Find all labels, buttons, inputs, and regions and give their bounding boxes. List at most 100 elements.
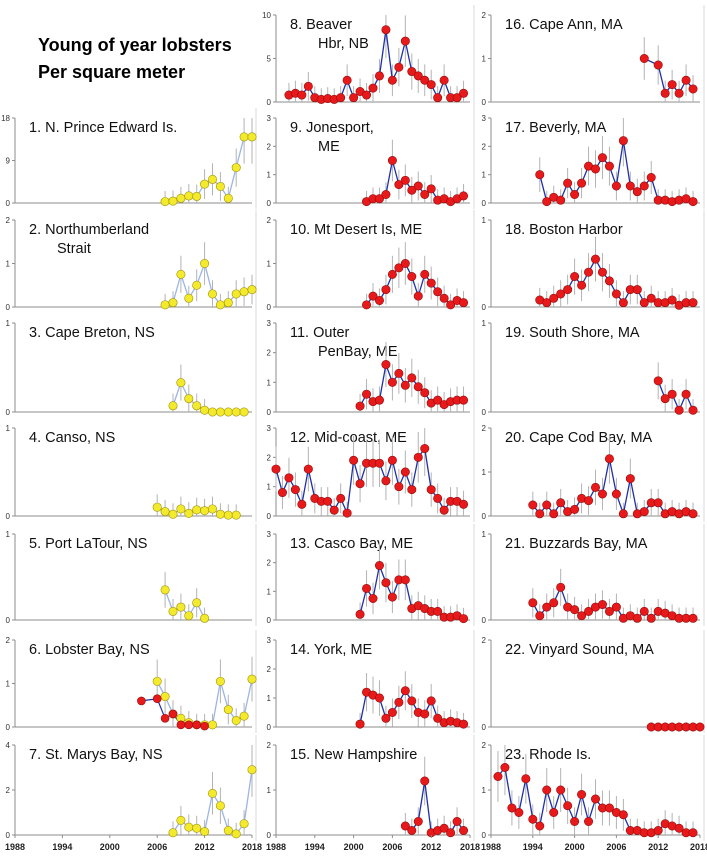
- panel-16-point: [688, 84, 698, 94]
- x-tick-label: 2000: [100, 842, 120, 852]
- panel-10-point: [368, 291, 378, 301]
- panel-9-point: [413, 181, 423, 191]
- panel-20-point: [535, 509, 545, 519]
- x-tick-label: 2006: [382, 842, 402, 852]
- panel-18-point: [570, 272, 580, 282]
- panel-5-point: [160, 585, 170, 595]
- panel-9-point: [407, 185, 417, 195]
- panel-13-y-tick-label: 0: [267, 616, 272, 625]
- panel-12-point: [420, 444, 430, 454]
- panel-12-point: [303, 464, 313, 474]
- panel-11-y-tick-label: 2: [267, 349, 272, 358]
- panel-23-point: [500, 762, 510, 772]
- panel-6-point: [231, 715, 241, 725]
- panel-6-red-point: [200, 721, 209, 731]
- panel-8-point: [413, 71, 423, 81]
- panel-3-point: [239, 407, 249, 417]
- panel-3-point: [231, 407, 241, 417]
- panel-6-point: [215, 676, 225, 686]
- panel-17-point: [556, 195, 566, 205]
- panel-11-point: [355, 401, 365, 411]
- panel-21-point: [542, 602, 552, 612]
- panel-10-point: [446, 300, 456, 310]
- panel-6-point: [208, 720, 218, 730]
- panel-17-y-tick-label: 3: [482, 114, 487, 123]
- panel-17-point: [611, 181, 621, 191]
- panel-15-point: [459, 825, 469, 835]
- panel-11-point: [381, 360, 391, 370]
- panel-14-point: [433, 713, 443, 723]
- panel-3-y-tick-label: 1: [6, 319, 11, 328]
- panel-20-y-tick-label: 2: [482, 424, 487, 433]
- panel-6-y-tick-label: 1: [6, 680, 11, 689]
- panel-9-y-tick-label: 2: [267, 142, 272, 151]
- panel-4-y-tick-label: 0: [6, 512, 11, 521]
- panel-18-y-tick-label: 1: [482, 216, 487, 225]
- panel-8-point: [459, 88, 469, 98]
- panel-20-y-tick-label: 1: [482, 468, 487, 477]
- panel-16-y-tick-label: 1: [482, 55, 487, 64]
- panel-12-point: [297, 499, 307, 509]
- panel-6-point: [223, 705, 233, 715]
- panel-8-point: [349, 93, 359, 103]
- panel-9-y-tick-label: 3: [267, 114, 272, 123]
- panel-9-point: [387, 156, 397, 166]
- panel-7-point: [223, 825, 233, 835]
- panel-7-label: 7. St. Marys Bay, NS: [29, 747, 163, 763]
- panel-9-y-tick-label: 0: [267, 199, 272, 208]
- panel-6-point: [239, 711, 249, 721]
- panel-15-point: [452, 816, 462, 826]
- panel-2-point: [192, 280, 202, 290]
- x-tick-label: 2018: [242, 842, 262, 852]
- panel-7-point: [168, 828, 178, 838]
- panel-23-point: [570, 816, 580, 826]
- panel-6-red-point: [168, 709, 178, 719]
- panel-23-point: [535, 821, 545, 831]
- panel-14-y-tick-label: 1: [267, 694, 272, 703]
- panel-17-point: [632, 187, 642, 197]
- panel-16-y-tick-label: 2: [482, 11, 487, 20]
- panel-17-point: [639, 181, 649, 191]
- panel-13-y-tick-label: 2: [267, 559, 272, 568]
- panel-1-point: [168, 196, 178, 206]
- panel-8-point: [439, 75, 449, 85]
- panel-16-point: [660, 88, 670, 98]
- panel-7-point: [231, 829, 241, 839]
- panel-4-point: [176, 504, 186, 514]
- panel-8-point: [387, 75, 397, 85]
- panel-14-point: [355, 719, 365, 729]
- panel-10-point: [413, 291, 423, 301]
- panel-21-point: [556, 582, 566, 592]
- panel-14-point: [407, 696, 417, 706]
- panel-2-point: [247, 285, 257, 295]
- panel-9-point: [394, 180, 404, 190]
- panel-1-point: [239, 132, 249, 142]
- panel-8-point: [297, 90, 307, 100]
- panel-8-point: [336, 93, 346, 103]
- panel-8-point: [381, 25, 391, 35]
- panel-7-y-tick-label: 4: [6, 741, 11, 750]
- panel-23-point: [563, 801, 573, 811]
- panel-10-series-line: [366, 262, 464, 306]
- panel-12-point: [426, 485, 436, 495]
- panel-3-point: [168, 401, 178, 411]
- panel-1-point: [247, 132, 257, 142]
- panel-11-point: [394, 368, 404, 378]
- panel-2-point: [215, 300, 225, 310]
- panel-10-point: [381, 285, 391, 295]
- panel-6-red-point: [184, 720, 194, 730]
- panel-6-red-point: [160, 713, 170, 723]
- panel-13-point: [355, 609, 365, 619]
- panel-4-y-tick-label: 1: [6, 424, 11, 433]
- panel-12-y-tick-label: 3: [267, 424, 272, 433]
- panel-3-point: [192, 401, 202, 411]
- panel-15-point: [439, 823, 449, 833]
- panel-13-y-tick-label: 3: [267, 530, 272, 539]
- panel-12-point: [381, 476, 391, 486]
- panel-15-y-tick-label: 0: [267, 831, 272, 840]
- x-tick-label: 1994: [52, 842, 72, 852]
- panel-4-point: [215, 509, 225, 519]
- panel-10-point: [459, 298, 469, 308]
- panel-23-point: [556, 785, 566, 795]
- panel-7-point: [247, 765, 257, 775]
